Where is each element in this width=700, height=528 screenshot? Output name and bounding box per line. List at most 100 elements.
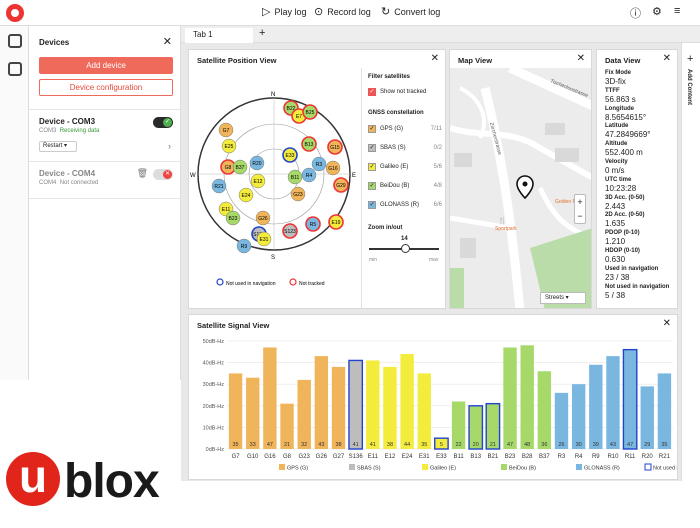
signal-bar[interactable]	[657, 373, 672, 449]
bar-value-label: 21	[284, 442, 290, 448]
signal-bar[interactable]	[263, 347, 277, 449]
satellite-marker[interactable]	[256, 231, 272, 247]
signal-bar[interactable]	[383, 366, 397, 449]
show-not-tracked-checkbox[interactable]: ✓ Show not tracked	[368, 88, 427, 96]
satellite-marker[interactable]	[282, 223, 298, 239]
signal-bar[interactable]	[280, 403, 294, 449]
close-icon[interactable]: ✕	[576, 53, 585, 64]
signal-bar[interactable]	[640, 386, 654, 449]
bar-value-label: 5	[440, 442, 443, 448]
signal-bar[interactable]	[314, 356, 329, 449]
satellite-marker[interactable]	[218, 122, 234, 138]
satellite-marker[interactable]	[327, 139, 343, 155]
close-icon[interactable]: ✕	[662, 318, 671, 329]
data-field-value: 2.443	[605, 201, 626, 211]
signal-bar[interactable]	[589, 364, 603, 449]
satellite-marker[interactable]	[255, 210, 271, 226]
data-view-panel: Data View ✕ Fix Mode 3D-fix TTFF 56.863 s Lo…	[596, 49, 678, 309]
tab-1[interactable]: Tab 1	[185, 28, 253, 43]
constellation-checkbox[interactable]: ✓ GPS (G) 7/11	[368, 125, 442, 133]
signal-bar[interactable]	[537, 371, 552, 449]
bar-value-label: 39	[593, 442, 599, 448]
close-icon[interactable]: ✕	[162, 36, 172, 48]
record-log-button[interactable]: ⊙ Record log	[314, 5, 371, 18]
hamburger-menu-icon[interactable]: ≡	[674, 5, 681, 17]
signal-bar[interactable]	[485, 402, 501, 450]
signal-bar[interactable]	[451, 401, 466, 449]
satellite-marker[interactable]	[305, 216, 321, 232]
satellite-marker[interactable]	[238, 187, 254, 203]
satellite-marker[interactable]	[225, 210, 241, 226]
signal-bar[interactable]	[622, 348, 638, 450]
close-icon[interactable]: ✕	[662, 53, 671, 64]
legend-swatch	[279, 464, 285, 470]
map-zoom-in-button[interactable]: +	[577, 197, 583, 207]
add-icon[interactable]: +	[687, 53, 694, 65]
satellite-marker[interactable]	[250, 173, 266, 189]
device-port-status: COM4 Not connected	[39, 180, 99, 186]
signal-bar[interactable]	[571, 384, 586, 449]
signal-bar[interactable]	[228, 373, 243, 449]
signal-bar[interactable]	[468, 405, 484, 450]
constellation-checkbox[interactable]: ✓ BeiDou (B) 4/8	[368, 182, 442, 190]
satellite-marker[interactable]	[282, 147, 298, 163]
device-configuration-button[interactable]: Device configuration	[39, 79, 173, 96]
signal-bar[interactable]	[366, 360, 380, 449]
convert-log-button[interactable]: ↻ Convert log	[381, 5, 440, 18]
map-canvas[interactable]: Tischenloostrasse Zürcherstrasse Golden …	[450, 68, 592, 309]
satellite-marker[interactable]	[290, 186, 306, 202]
signal-bar[interactable]	[246, 377, 260, 449]
legend-swatch	[576, 464, 582, 470]
satellite-marker[interactable]	[211, 178, 227, 194]
signal-bar[interactable]	[400, 353, 414, 449]
satellite-marker[interactable]	[221, 138, 237, 154]
device-toggle[interactable]: ✓	[153, 117, 173, 128]
satellite-marker[interactable]	[325, 160, 341, 176]
satellite-label: R20	[252, 161, 261, 167]
chevron-right-icon[interactable]: ›	[168, 141, 171, 151]
help-icon[interactable]: ⓘ	[630, 8, 641, 20]
add-content-rail[interactable]: + Add Content	[681, 43, 700, 481]
toolbox-icon[interactable]	[8, 62, 22, 76]
signal-bar[interactable]	[348, 359, 364, 450]
add-device-button[interactable]: Add device	[39, 57, 173, 74]
satellite-marker[interactable]	[232, 159, 248, 175]
satellite-marker[interactable]	[328, 214, 344, 230]
satellite-marker[interactable]	[333, 177, 349, 193]
satellite-marker[interactable]	[287, 169, 303, 185]
signal-bar[interactable]	[606, 356, 620, 449]
map-zoom-out-button[interactable]: −	[577, 211, 583, 221]
add-tab-icon[interactable]: +	[259, 27, 266, 39]
device-item-com4[interactable]: Device - COM4 COM4 Not connected 🗑 ✕	[29, 161, 181, 199]
satellite-marker[interactable]	[249, 155, 265, 171]
signal-bar[interactable]	[503, 347, 517, 449]
signal-bar[interactable]	[417, 373, 431, 449]
constellation-checkbox[interactable]: ✓ SBAS (S) 0/2	[368, 144, 442, 152]
signal-bar[interactable]	[434, 437, 449, 450]
zoom-slider-handle[interactable]	[401, 244, 410, 253]
restart-select[interactable]: Restart ▾	[39, 141, 77, 152]
satellite-label: G29	[336, 183, 346, 189]
constellation-checkbox[interactable]: ✓ Galileo (E) 5/6	[368, 163, 442, 171]
signal-bar[interactable]	[297, 379, 311, 449]
device-item-com3[interactable]: Device - COM3 COM3 Receiving data ✓ Rest…	[29, 109, 181, 161]
constellation-checkbox[interactable]: ✓ GLONASS (R) 6/6	[368, 201, 442, 209]
chip-icon[interactable]	[8, 34, 22, 48]
satellite-marker[interactable]	[311, 156, 327, 172]
play-log-button[interactable]: ▷ Play log	[262, 5, 307, 18]
device-toggle[interactable]: ✕	[153, 169, 173, 180]
signal-bar[interactable]	[520, 345, 534, 449]
map-layer-select[interactable]: Streets ▾	[540, 292, 586, 304]
settings-gear-icon[interactable]: ⚙	[652, 6, 662, 18]
satellite-marker[interactable]	[236, 238, 252, 254]
trash-icon[interactable]: 🗑	[136, 168, 148, 178]
record-log-label: Record log	[327, 6, 371, 17]
signal-bar[interactable]	[331, 366, 346, 449]
close-icon[interactable]: ✕	[430, 53, 439, 64]
satellite-label: E12	[254, 179, 263, 185]
satellite-marker[interactable]	[301, 136, 317, 152]
signal-bar[interactable]	[554, 392, 569, 449]
satellite-marker[interactable]	[302, 104, 318, 120]
satellite-marker[interactable]	[301, 167, 317, 183]
